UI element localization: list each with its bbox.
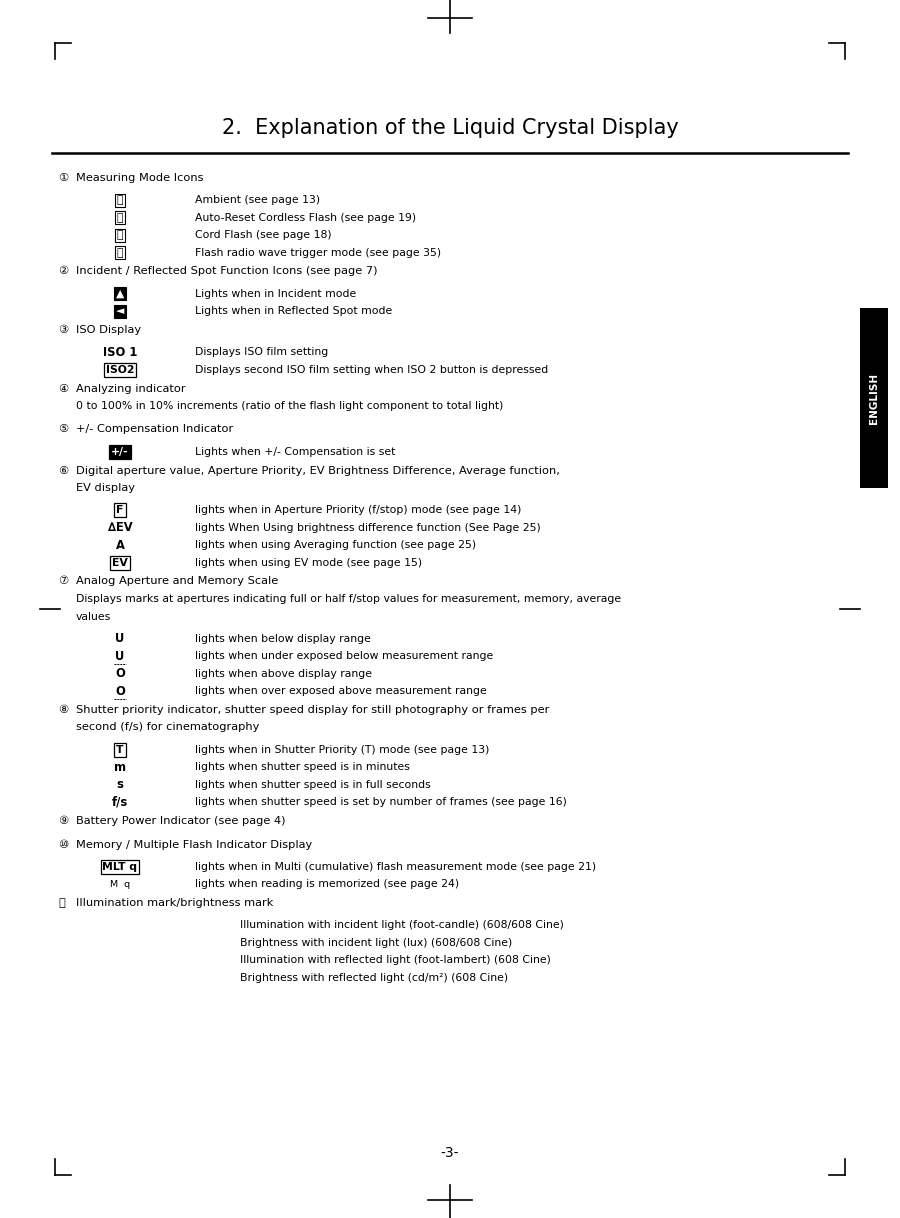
Text: ⦻: ⦻ — [117, 213, 123, 223]
Text: ⑦: ⑦ — [58, 576, 68, 587]
Text: -3-: -3- — [441, 1146, 459, 1160]
Text: 2.  Explanation of the Liquid Crystal Display: 2. Explanation of the Liquid Crystal Dis… — [221, 118, 679, 138]
Text: lights when shutter speed is set by number of frames (see page 16): lights when shutter speed is set by numb… — [195, 797, 567, 808]
Text: +/- Compensation Indicator: +/- Compensation Indicator — [76, 425, 233, 435]
Text: 0 to 100% in 10% increments (ratio of the flash light component to total light): 0 to 100% in 10% increments (ratio of th… — [76, 401, 503, 410]
Text: ENGLISH: ENGLISH — [869, 373, 879, 424]
Text: Illumination with reflected light (foot-lambert) (608 Cine): Illumination with reflected light (foot-… — [240, 955, 551, 965]
Text: ⦻: ⦻ — [117, 247, 123, 258]
Text: ⦻: ⦻ — [117, 230, 123, 240]
Text: Displays marks at apertures indicating full or half f/stop values for measuremen: Displays marks at apertures indicating f… — [76, 594, 621, 604]
Text: U: U — [115, 632, 124, 646]
Text: Illumination mark/brightness mark: Illumination mark/brightness mark — [76, 898, 274, 907]
Text: ②: ② — [58, 267, 68, 276]
Text: Digital aperture value, Aperture Priority, EV Brightness Difference, Average fun: Digital aperture value, Aperture Priorit… — [76, 465, 560, 475]
Text: Lights when in Incident mode: Lights when in Incident mode — [195, 289, 356, 298]
Text: ∆EV: ∆EV — [108, 521, 132, 535]
Text: Lights when in Reflected Spot mode: Lights when in Reflected Spot mode — [195, 306, 392, 317]
Text: EV: EV — [112, 558, 128, 568]
Text: F: F — [116, 505, 123, 515]
Text: Ambient (see page 13): Ambient (see page 13) — [195, 195, 320, 205]
Text: ⑩: ⑩ — [58, 839, 68, 849]
Text: ISO 1: ISO 1 — [103, 346, 137, 358]
Text: Flash radio wave trigger mode (see page 35): Flash radio wave trigger mode (see page … — [195, 247, 441, 258]
Text: O: O — [115, 667, 125, 680]
Text: m: m — [114, 760, 126, 773]
Text: Shutter priority indicator, shutter speed display for still photography or frame: Shutter priority indicator, shutter spee… — [76, 705, 549, 715]
Text: ⑥: ⑥ — [58, 465, 68, 475]
Text: lights when in Multi (cumulative) flash measurement mode (see page 21): lights when in Multi (cumulative) flash … — [195, 861, 596, 872]
FancyBboxPatch shape — [860, 308, 888, 488]
Text: EV display: EV display — [76, 484, 135, 493]
Text: lights when using Averaging function (see page 25): lights when using Averaging function (se… — [195, 540, 476, 551]
Text: Auto-Reset Cordless Flash (see page 19): Auto-Reset Cordless Flash (see page 19) — [195, 213, 416, 223]
Text: Measuring Mode Icons: Measuring Mode Icons — [76, 173, 203, 183]
Text: Brightness with incident light (lux) (608/608 Cine): Brightness with incident light (lux) (60… — [240, 938, 512, 948]
Text: lights when using EV mode (see page 15): lights when using EV mode (see page 15) — [195, 558, 422, 568]
Text: ④: ④ — [58, 384, 68, 393]
Text: lights when above display range: lights when above display range — [195, 669, 372, 678]
Text: Lights when +/- Compensation is set: Lights when +/- Compensation is set — [195, 447, 395, 457]
Text: Illumination with incident light (foot-candle) (608/608 Cine): Illumination with incident light (foot-c… — [240, 920, 564, 931]
Text: f/s: f/s — [112, 795, 128, 809]
Text: A: A — [115, 538, 124, 552]
Text: lights when reading is memorized (see page 24): lights when reading is memorized (see pa… — [195, 879, 459, 889]
Text: ③: ③ — [58, 325, 68, 335]
Text: lights when in Shutter Priority (T) mode (see page 13): lights when in Shutter Priority (T) mode… — [195, 744, 490, 755]
Text: T: T — [116, 744, 124, 755]
Text: ⑤: ⑤ — [58, 425, 68, 435]
Text: lights when shutter speed is in minutes: lights when shutter speed is in minutes — [195, 762, 410, 772]
Text: Analog Aperture and Memory Scale: Analog Aperture and Memory Scale — [76, 576, 278, 587]
Text: ⑨: ⑨ — [58, 816, 68, 826]
Text: U: U — [115, 649, 124, 663]
Text: Memory / Multiple Flash Indicator Display: Memory / Multiple Flash Indicator Displa… — [76, 839, 312, 849]
Text: lights when shutter speed is in full seconds: lights when shutter speed is in full sec… — [195, 780, 431, 789]
Text: values: values — [76, 611, 112, 621]
Text: ⑪: ⑪ — [58, 898, 65, 907]
Text: Displays second ISO film setting when ISO 2 button is depressed: Displays second ISO film setting when IS… — [195, 364, 548, 375]
Text: Cord Flash (see page 18): Cord Flash (see page 18) — [195, 230, 331, 240]
Text: lights when in Aperture Priority (f/stop) mode (see page 14): lights when in Aperture Priority (f/stop… — [195, 505, 521, 515]
Text: ISO Display: ISO Display — [76, 325, 141, 335]
Text: Analyzing indicator: Analyzing indicator — [76, 384, 185, 393]
Text: ⦻: ⦻ — [117, 195, 123, 205]
Text: M  q: M q — [110, 879, 130, 889]
Text: MLT q: MLT q — [103, 861, 138, 872]
Text: second (f/s) for cinematography: second (f/s) for cinematography — [76, 722, 259, 732]
Text: s: s — [117, 778, 123, 792]
Text: lights when under exposed below measurement range: lights when under exposed below measurem… — [195, 652, 493, 661]
Text: ◄: ◄ — [116, 306, 124, 317]
Text: ①: ① — [58, 173, 68, 183]
Text: O: O — [115, 685, 125, 698]
Text: ISO2: ISO2 — [106, 364, 134, 375]
Text: lights when over exposed above measurement range: lights when over exposed above measureme… — [195, 686, 487, 697]
Text: lights when below display range: lights when below display range — [195, 633, 371, 643]
Text: ▲: ▲ — [116, 289, 124, 298]
Text: ⑧: ⑧ — [58, 705, 68, 715]
Text: Battery Power Indicator (see page 4): Battery Power Indicator (see page 4) — [76, 816, 285, 826]
Text: Brightness with reflected light (cd/m²) (608 Cine): Brightness with reflected light (cd/m²) … — [240, 973, 508, 983]
Text: Incident / Reflected Spot Function Icons (see page 7): Incident / Reflected Spot Function Icons… — [76, 267, 377, 276]
Text: +/-: +/- — [112, 447, 129, 457]
Text: Displays ISO film setting: Displays ISO film setting — [195, 347, 328, 357]
Text: lights When Using brightness difference function (See Page 25): lights When Using brightness difference … — [195, 523, 541, 532]
